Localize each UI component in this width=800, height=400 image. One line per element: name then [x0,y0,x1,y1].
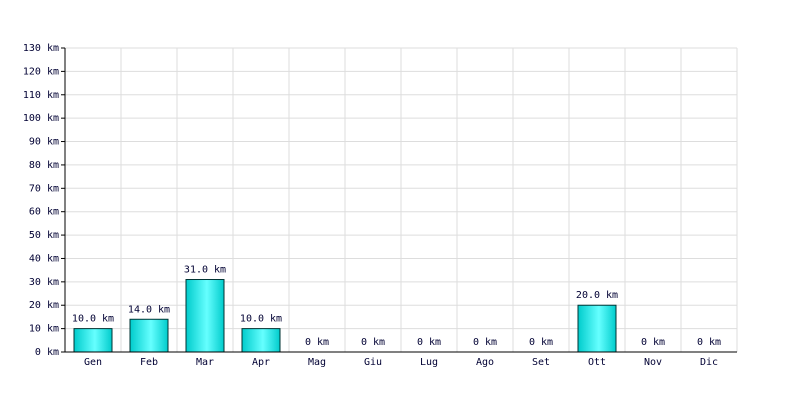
y-tick-label: 20 km [29,300,59,311]
y-tick-label: 50 km [29,230,59,241]
y-tick-label: 110 km [23,90,59,101]
y-tick-label: 120 km [23,66,59,77]
y-tick-label: 90 km [29,137,59,148]
y-tick-label: 60 km [29,207,59,218]
value-label: 10.0 km [72,314,114,325]
y-tick-label: 100 km [23,113,59,124]
value-label: 14.0 km [128,304,170,315]
value-label: 10.0 km [240,314,282,325]
value-label: 0 km [361,337,385,348]
y-tick-label: 10 km [29,324,59,335]
x-tick-label: Ago [476,357,494,368]
x-tick-label: Mar [196,357,214,368]
x-tick-label: Dic [700,357,718,368]
bar [241,328,281,353]
y-tick-label: 70 km [29,183,59,194]
y-tick-label: 130 km [23,43,59,54]
x-tick-label: Nov [644,357,662,368]
value-label: 20.0 km [576,290,618,301]
value-label: 0 km [641,337,665,348]
value-label: 0 km [305,337,329,348]
x-tick-label: Lug [420,357,438,368]
x-tick-label: Set [532,357,550,368]
x-tick-label: Giu [364,357,382,368]
x-tick-label: Mag [308,357,326,368]
value-label: 0 km [697,337,721,348]
y-tick-label: 30 km [29,277,59,288]
x-tick-label: Gen [84,357,102,368]
value-label: 0 km [417,337,441,348]
value-label: 31.0 km [184,265,226,276]
bar [73,328,113,353]
bar [129,318,169,353]
value-label: 0 km [529,337,553,348]
x-tick-label: Ott [588,357,606,368]
y-tick-label: 0 km [35,347,59,358]
x-tick-label: Apr [252,357,270,368]
value-label: 0 km [473,337,497,348]
y-tick-label: 80 km [29,160,59,171]
y-tick-label: 40 km [29,253,59,264]
bar [185,279,225,353]
bar [577,304,617,353]
x-tick-label: Feb [140,357,158,368]
